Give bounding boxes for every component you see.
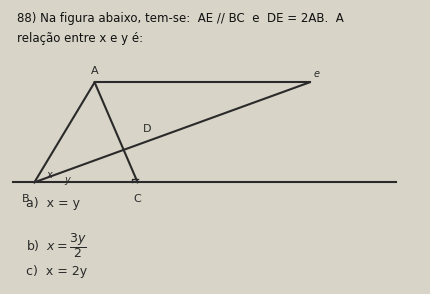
Text: A: A xyxy=(91,66,98,76)
Text: B: B xyxy=(22,194,30,204)
Text: e: e xyxy=(314,69,320,79)
Text: D: D xyxy=(143,124,151,134)
Text: x: x xyxy=(46,170,52,180)
Text: relação entre x e y é:: relação entre x e y é: xyxy=(17,32,143,45)
Text: 88) Na figura abaixo, tem-se:  AE // BC  e  DE = 2AB.  A: 88) Na figura abaixo, tem-se: AE // BC e… xyxy=(17,12,344,25)
Text: C: C xyxy=(134,194,141,204)
Text: a)  x = y: a) x = y xyxy=(26,197,80,210)
Text: c)  x = 2y: c) x = 2y xyxy=(26,265,87,278)
Text: y: y xyxy=(64,175,70,185)
Text: b)  $x = \dfrac{3y}{2}$: b) $x = \dfrac{3y}{2}$ xyxy=(26,231,87,260)
